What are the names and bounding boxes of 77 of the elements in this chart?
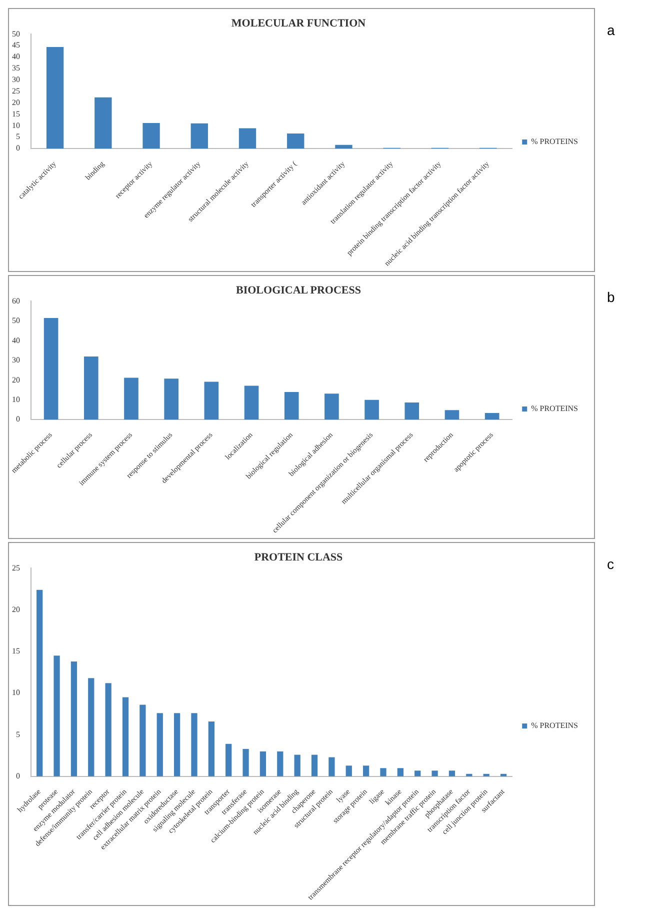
y-tick-label: 60 [12, 296, 20, 306]
bar [404, 402, 420, 420]
bar [84, 356, 98, 420]
y-tick-label: 5 [16, 132, 20, 142]
y-tick-label: 15 [12, 646, 20, 656]
y-tick-label: 45 [12, 40, 20, 50]
bar [242, 748, 249, 776]
y-tick-label: 0 [16, 144, 20, 153]
text: c [607, 556, 614, 572]
bar [140, 704, 146, 776]
y-tick-label: 50 [12, 316, 20, 326]
legend-label: % PROTEINS [531, 404, 578, 414]
bar [190, 123, 208, 149]
bar [94, 97, 112, 149]
y-tick-label: 10 [12, 688, 20, 698]
bar [335, 144, 352, 149]
bar [238, 128, 256, 149]
bar [46, 47, 64, 149]
y-tick-label: 50 [12, 29, 20, 38]
legend-label: % PROTEINS [531, 137, 578, 146]
y-tick-label: 10 [12, 120, 20, 130]
legend-label: % PROTEINS [531, 721, 578, 730]
bar [208, 721, 214, 776]
bar [448, 770, 456, 776]
bar [311, 754, 318, 776]
bar [122, 697, 129, 776]
y-tick-label: 5 [16, 730, 20, 739]
y-tick-label: 25 [12, 86, 20, 96]
bar [277, 751, 284, 776]
bar [260, 751, 266, 776]
y-tick-label: 0 [16, 414, 20, 424]
y-tick-label: 35 [12, 64, 20, 73]
bar [328, 757, 335, 776]
bar [36, 590, 43, 776]
bar [70, 661, 78, 776]
bar [191, 713, 198, 776]
bar [294, 754, 300, 776]
bar [124, 378, 138, 420]
bar [432, 770, 438, 776]
chart-title: PROTEIN CLASS [254, 551, 343, 564]
bar [444, 410, 460, 420]
y-tick-label: 20 [12, 604, 20, 614]
bar [156, 713, 163, 776]
y-tick-label: 25 [12, 563, 20, 572]
bar [88, 678, 94, 776]
y-tick-label: 30 [12, 356, 20, 365]
y-tick-label: 40 [12, 52, 20, 62]
bar [164, 378, 178, 420]
bar [284, 392, 299, 420]
text: a [607, 22, 615, 38]
bar [414, 770, 421, 776]
y-tick-label: 15 [12, 109, 20, 118]
text: b [607, 289, 615, 305]
bar [362, 766, 370, 776]
bar [174, 713, 180, 776]
bar [346, 766, 352, 776]
y-tick-label: 20 [12, 375, 20, 384]
bar [484, 412, 500, 420]
bar [364, 400, 379, 420]
bar [380, 768, 386, 776]
bar [226, 744, 232, 776]
y-tick-label: 40 [12, 336, 20, 345]
bar [54, 656, 60, 776]
bar [397, 768, 404, 776]
chart-title: BIOLOGICAL PROCESS [236, 284, 362, 296]
y-tick-label: 10 [12, 395, 20, 404]
bar [105, 683, 112, 776]
chart-title: MOLECULAR FUNCTION [231, 17, 366, 30]
bar [287, 133, 304, 149]
y-tick-label: 20 [12, 98, 20, 107]
bar [244, 386, 259, 420]
y-tick-label: 30 [12, 75, 20, 84]
bar [204, 382, 219, 420]
bar [324, 394, 339, 420]
bar [142, 122, 160, 149]
y-tick-label: 0 [16, 772, 20, 780]
bar [44, 318, 58, 420]
